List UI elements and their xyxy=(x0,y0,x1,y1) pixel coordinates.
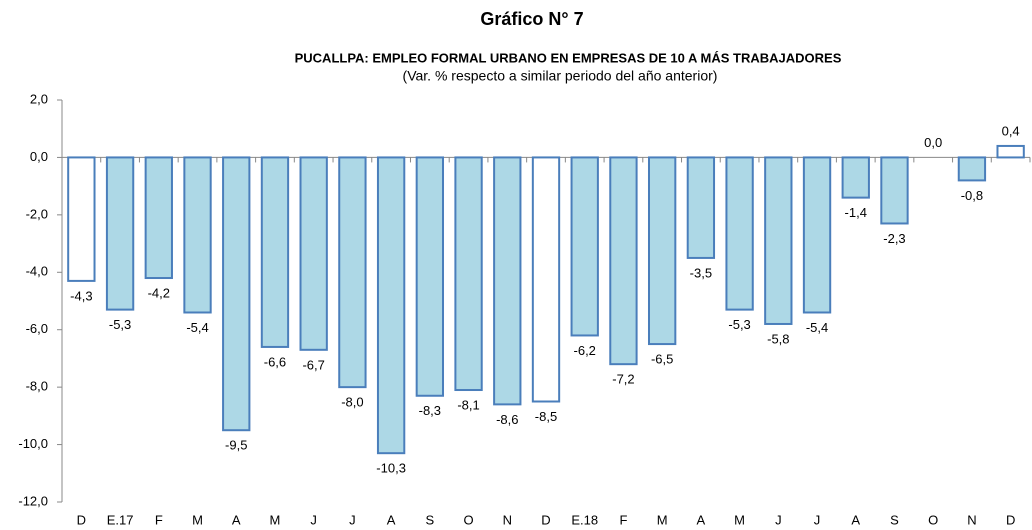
x-tick-label: J xyxy=(349,512,356,527)
bar xyxy=(686,156,716,259)
x-tick-label: M xyxy=(270,512,281,527)
value-label: -6,6 xyxy=(264,354,286,369)
x-tick-label: J xyxy=(775,512,782,527)
chart-note: (Var. % respecto a similar periodo del a… xyxy=(403,68,718,84)
y-tick-label: -10,0 xyxy=(18,436,48,451)
x-tick-label: M xyxy=(657,512,668,527)
value-label: -4,3 xyxy=(70,288,92,303)
bar xyxy=(531,156,561,403)
value-label: -8,3 xyxy=(419,403,441,418)
bar xyxy=(996,144,1025,159)
x-tick-label: O xyxy=(928,512,938,527)
value-label: -8,0 xyxy=(341,395,363,410)
value-label: -10,3 xyxy=(376,461,406,476)
y-tick-label: -4,0 xyxy=(26,264,48,279)
x-tick-label: O xyxy=(463,512,473,527)
value-label: -5,3 xyxy=(109,317,131,332)
value-label: -8,1 xyxy=(457,397,479,412)
x-tick-label: D xyxy=(1006,512,1015,527)
x-tick-label: J xyxy=(310,512,317,527)
value-label: -5,8 xyxy=(767,331,789,346)
value-label: -6,5 xyxy=(651,352,673,367)
x-tick-label: M xyxy=(734,512,745,527)
bar xyxy=(105,156,135,311)
value-label: -2,3 xyxy=(883,231,905,246)
x-tick-label: N xyxy=(967,512,976,527)
bar xyxy=(260,156,290,348)
x-tick-label: F xyxy=(155,512,163,527)
value-label: -9,5 xyxy=(225,438,247,453)
bar xyxy=(764,156,793,325)
bar xyxy=(299,156,328,351)
x-tick-label: D xyxy=(77,512,86,527)
x-tick-label: A xyxy=(232,512,241,527)
value-label: -3,5 xyxy=(690,265,712,280)
bar xyxy=(376,156,406,455)
x-tick-label: A xyxy=(851,512,860,527)
y-tick-label: -12,0 xyxy=(18,493,48,508)
value-label: -6,7 xyxy=(302,357,324,372)
value-label: -5,4 xyxy=(186,320,208,335)
x-tick-label: N xyxy=(503,512,512,527)
bar xyxy=(415,156,445,397)
value-label: -5,3 xyxy=(728,317,750,332)
x-tick-label: E.17 xyxy=(107,512,134,527)
bar xyxy=(67,156,96,282)
value-label: -7,2 xyxy=(612,372,634,387)
chart-subtitle: PUCALLPA: EMPLEO FORMAL URBANO EN EMPRES… xyxy=(295,50,842,65)
bar xyxy=(454,156,483,392)
bar xyxy=(841,156,870,199)
value-label: -1,4 xyxy=(845,205,867,220)
bar xyxy=(609,156,638,366)
y-tick-label: -6,0 xyxy=(26,321,48,336)
value-label: -5,4 xyxy=(806,320,828,335)
value-label: -6,2 xyxy=(574,343,596,358)
chart-title: Gráfico N° 7 xyxy=(480,9,583,29)
bar xyxy=(222,156,251,432)
value-label: -4,2 xyxy=(148,285,170,300)
value-label: -8,6 xyxy=(496,412,518,427)
x-tick-label: J xyxy=(814,512,821,527)
y-tick-label: 2,0 xyxy=(30,91,48,106)
bar xyxy=(144,156,173,280)
value-label: 0,0 xyxy=(924,135,942,150)
bar xyxy=(802,156,832,314)
bar xyxy=(570,156,599,337)
bar xyxy=(338,156,367,389)
x-tick-label: A xyxy=(697,512,706,527)
bar xyxy=(493,156,522,406)
x-tick-label: E.18 xyxy=(571,512,598,527)
bar xyxy=(183,156,212,314)
y-tick-label: -8,0 xyxy=(26,379,48,394)
x-tick-label: F xyxy=(619,512,627,527)
x-tick-label: S xyxy=(890,512,899,527)
x-tick-label: M xyxy=(192,512,203,527)
bar xyxy=(725,156,754,311)
value-label: -0,8 xyxy=(961,188,983,203)
bar xyxy=(647,156,677,346)
y-tick-label: -2,0 xyxy=(26,206,48,221)
x-tick-label: S xyxy=(426,512,435,527)
bar xyxy=(957,156,987,182)
value-label: 0,4 xyxy=(1002,123,1020,138)
value-label: -8,5 xyxy=(535,409,557,424)
x-tick-label: D xyxy=(541,512,550,527)
y-tick-label: 0,0 xyxy=(30,149,48,164)
bar xyxy=(880,156,909,225)
x-tick-label: A xyxy=(387,512,396,527)
